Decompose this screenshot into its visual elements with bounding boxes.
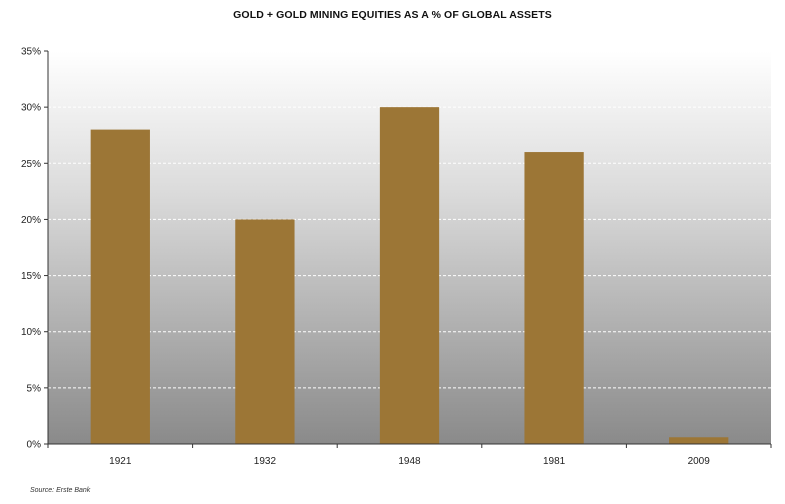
chart-title: GOLD + GOLD MINING EQUITIES AS A % OF GL…	[233, 9, 552, 21]
y-tick-label: 0%	[27, 440, 42, 451]
x-tick-label: 2009	[688, 456, 711, 467]
y-tick-label: 20%	[21, 215, 41, 226]
bar-2009	[669, 437, 729, 444]
y-tick-label: 25%	[21, 159, 41, 170]
bar-1932	[235, 219, 295, 444]
y-tick-label: 30%	[21, 103, 41, 114]
x-tick-labels: 1921 1932 1948 1981 2009	[109, 456, 710, 467]
y-tick-label: 35%	[21, 47, 41, 58]
x-tick-label: 1981	[543, 456, 566, 467]
bar-1921	[90, 129, 150, 444]
axes	[44, 50, 772, 448]
x-tick-label: 1948	[398, 456, 421, 467]
bar-1948	[379, 107, 440, 445]
y-tick-labels: 0% 5% 10% 15% 20% 25% 30% 35%	[21, 47, 41, 451]
y-tick-label: 15%	[21, 271, 41, 282]
y-tick-label: 5%	[27, 383, 42, 394]
bar-1981	[524, 152, 584, 445]
x-tick-label: 1932	[254, 456, 277, 467]
source-note: Source: Erste Bank	[30, 487, 91, 494]
bars	[90, 107, 729, 445]
y-tick-label: 10%	[21, 327, 41, 338]
x-tick-label: 1921	[109, 456, 132, 467]
